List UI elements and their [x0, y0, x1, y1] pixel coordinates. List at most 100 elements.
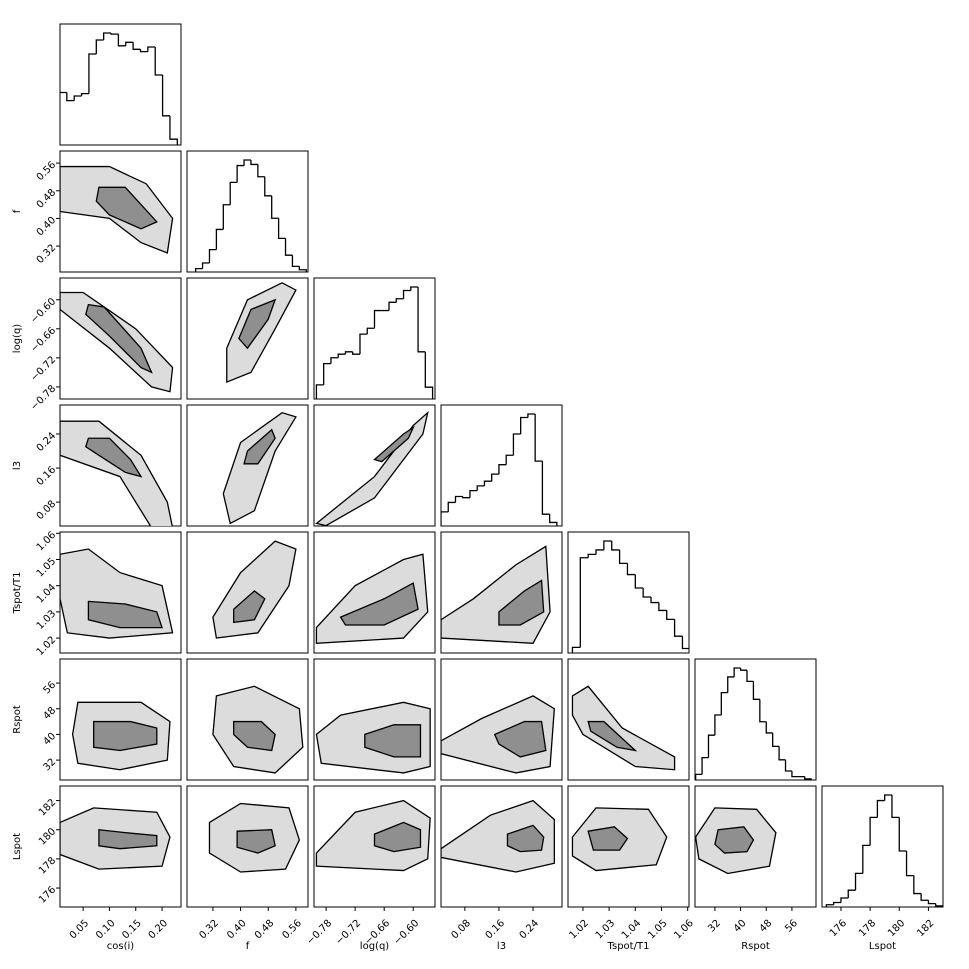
x-tick-label: 0.08 [449, 918, 473, 942]
density-contour [243, 428, 276, 465]
density-contour [85, 437, 143, 478]
panel [441, 545, 551, 644]
y-tick-label: 0.16 [35, 465, 59, 489]
x-tick-label: 1.03 [594, 918, 618, 942]
histogram-step [291, 255, 300, 268]
histogram-step [169, 115, 178, 145]
histogram-step [132, 42, 141, 50]
panel [60, 291, 174, 393]
y-tick-label: 40 [41, 731, 58, 748]
histogram-step [60, 91, 67, 145]
histogram-step [161, 74, 170, 117]
panel [226, 282, 297, 384]
histogram-step [804, 776, 812, 780]
x-axis-label: f [246, 941, 250, 952]
histogram-step [746, 670, 754, 683]
panel-frame [821, 785, 944, 908]
panel-frame [567, 531, 690, 654]
histogram-step [236, 164, 245, 183]
panel [60, 165, 174, 254]
histogram-step [243, 159, 251, 166]
histogram-step [424, 351, 434, 399]
histogram-step [739, 667, 747, 671]
histogram-step [548, 514, 558, 526]
x-tick-label: 40 [732, 918, 749, 935]
x-tick-label: 1.02 [568, 918, 592, 942]
histogram-step [701, 756, 709, 775]
histogram-step [366, 327, 375, 335]
histogram-step [935, 903, 943, 907]
x-tick-label: 1.04 [620, 918, 644, 942]
histogram-step [920, 893, 929, 901]
histogram-step [707, 734, 715, 758]
histogram-step [395, 298, 404, 303]
histogram-step [534, 413, 543, 462]
histogram-step [337, 353, 346, 358]
x-axis-label: Tspot/T1 [607, 941, 650, 952]
panel [212, 685, 304, 774]
x-axis-label: cos(i) [107, 941, 135, 952]
x-tick-label: 0.56 [280, 918, 304, 942]
density-contour [87, 600, 163, 629]
histogram-step [73, 95, 82, 101]
histogram-step [634, 574, 644, 589]
histogram-step [579, 557, 589, 648]
histogram-step [95, 39, 104, 54]
histogram-step [476, 485, 485, 491]
x-tick-label: 0.15 [120, 918, 144, 942]
x-tick-label: 178 [857, 918, 878, 939]
histogram-step [125, 41, 134, 46]
y-tick-label: −0.60 [29, 296, 58, 325]
y-tick-label: 1.05 [35, 556, 59, 580]
y-axis-label: l3 [12, 461, 23, 470]
histogram-step [833, 901, 841, 905]
histogram-step [410, 286, 419, 291]
x-tick-label: 0.16 [484, 918, 508, 942]
panel [441, 799, 555, 873]
density-contour [506, 824, 545, 853]
histogram-step [595, 549, 604, 555]
histogram-step [454, 495, 463, 503]
histogram-step [862, 844, 871, 874]
histogram-step [658, 602, 667, 612]
histogram-step [681, 636, 689, 650]
histogram-step [103, 32, 112, 40]
histogram-step [825, 904, 834, 907]
histogram-step [330, 357, 339, 364]
histogram-step [927, 900, 936, 905]
y-tick-label: 32 [41, 757, 58, 774]
histogram-step [277, 218, 286, 240]
histogram-step [520, 416, 528, 435]
x-tick-label: 0.20 [147, 918, 171, 942]
panel [71, 701, 171, 771]
histogram-step [201, 262, 210, 269]
x-axis-label: Lspot [869, 941, 896, 952]
panel-frame [313, 277, 436, 400]
panel [60, 420, 173, 526]
x-axis-label: log(q) [360, 941, 389, 952]
histogram-step [359, 333, 368, 355]
panel [315, 799, 431, 872]
density-contour [222, 411, 297, 525]
panel-frame [186, 150, 309, 273]
panel [825, 794, 943, 907]
histogram-step [147, 46, 156, 52]
histogram-step [891, 794, 900, 819]
y-axis-label: Lspot [12, 833, 23, 860]
y-tick-label: 182 [37, 797, 58, 818]
histogram-step [80, 92, 89, 96]
y-tick-label: 176 [37, 885, 58, 906]
density-contour [98, 829, 158, 850]
y-tick-label: 0.24 [35, 430, 59, 454]
y-tick-label: 1.06 [35, 530, 59, 554]
y-tick-label: 1.03 [35, 608, 59, 632]
histogram-step [642, 588, 652, 598]
density-contour [226, 282, 297, 384]
x-tick-label: 32 [706, 918, 723, 935]
histogram-step [483, 480, 492, 486]
histogram-step [222, 204, 231, 230]
histogram-step [772, 732, 780, 748]
histogram-step [587, 553, 597, 558]
density-contour [373, 425, 415, 463]
